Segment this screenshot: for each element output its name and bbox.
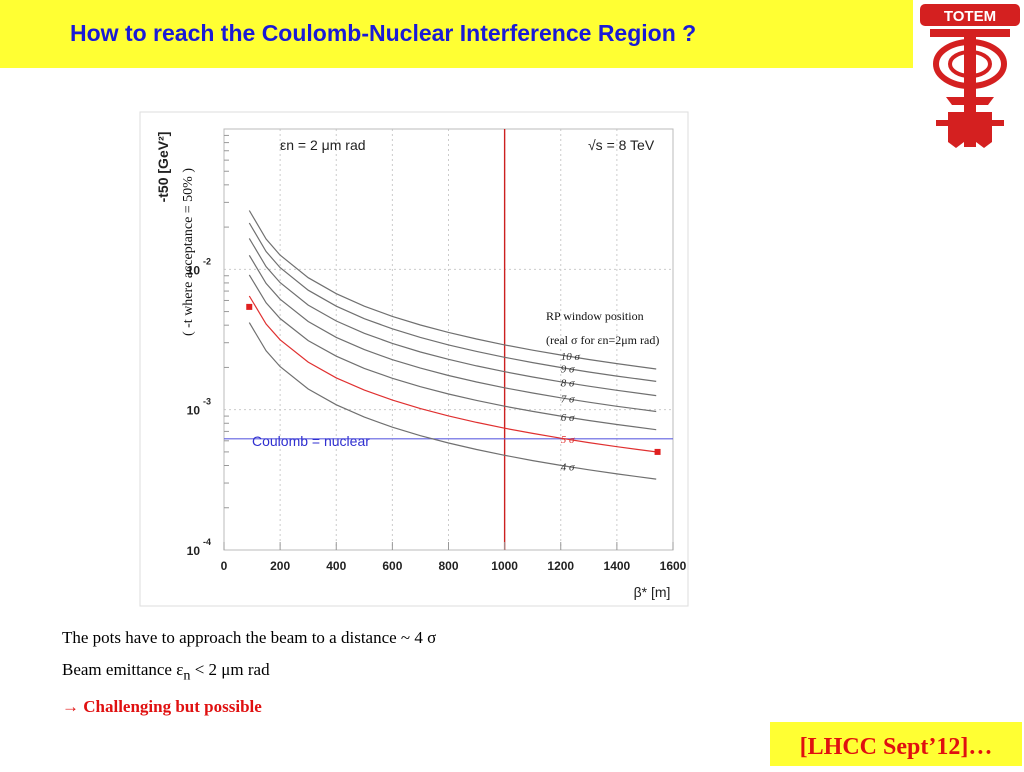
bullet-conclusion: → Challenging but possible (62, 697, 262, 717)
emittance-label: εn = 2 μm rad (280, 137, 366, 153)
logo-tick-left (936, 120, 948, 126)
x-tick-label: 400 (326, 559, 346, 573)
x-axis-title: β* [m] (634, 584, 671, 600)
y-tick-label: 10 (187, 263, 201, 277)
chart-frame (139, 111, 689, 607)
rp-window-title: RP window position (546, 309, 644, 323)
curves (246, 210, 661, 480)
x-tick-label: 1200 (547, 559, 574, 573)
curve-8sigma (248, 238, 657, 397)
bullet-list: The pots have to approach the beam to a … (62, 622, 436, 723)
energy-label: √s = 8 TeV (588, 137, 655, 153)
curve-label: 7 σ (561, 394, 575, 406)
curve-6sigma (248, 274, 657, 431)
logo-text: TOTEM (944, 8, 996, 25)
x-tick-label: 200 (270, 559, 290, 573)
x-tick-label: 1600 (660, 559, 687, 573)
slide-title: How to reach the Coulomb-Nuclear Interfe… (70, 20, 697, 46)
bullet-emittance: Beam emittance εn < 2 μm rad (62, 660, 270, 684)
reference-lines (224, 129, 673, 550)
logo-bar-mid (946, 97, 994, 105)
logo-ring-outer (933, 39, 1007, 89)
rp-window-subtitle: (real σ for εn=2μm rad) (546, 333, 659, 347)
logo-banner (920, 4, 1020, 26)
y-tick-exponent: -2 (203, 256, 211, 266)
curve-label: 5 σ (561, 434, 575, 446)
reference-box: [LHCC Sept’12]… (770, 722, 1022, 766)
title-bar: How to reach the Coulomb-Nuclear Interfe… (0, 0, 913, 68)
y-tick-label: 10 (187, 544, 201, 558)
x-tick-label: 800 (438, 559, 458, 573)
curve-5sigma (248, 295, 657, 453)
curve-label: 6 σ (561, 412, 575, 424)
curve-9sigma (248, 222, 657, 382)
x-tick-label: 1400 (604, 559, 631, 573)
y-tick-label: 10 (187, 404, 201, 418)
curve-7sigma (248, 254, 657, 413)
logo-leg-left (948, 112, 964, 148)
y-axis-note: ( -t where acceptance = 50% ) (181, 168, 196, 336)
y-axis-title: -t50 [GeV²] (155, 132, 171, 203)
x-tick-label: 0 (221, 559, 228, 573)
logo-bar-top (930, 29, 1010, 37)
curve-4sigma (248, 322, 657, 480)
end-marker (654, 448, 661, 455)
x-tick-label: 1000 (491, 559, 518, 573)
x-tick-label: 600 (382, 559, 402, 573)
logo-tick-right (992, 120, 1004, 126)
curve-label: 8 σ (561, 378, 575, 390)
coulomb-label: Coulomb = nuclear (252, 433, 370, 449)
curve-10sigma (248, 210, 657, 370)
curve-label: 4 σ (561, 461, 575, 473)
totem-logo: TOTEM (920, 4, 1020, 148)
bullet-distance: The pots have to approach the beam to a … (62, 628, 437, 647)
logo-leg-right (976, 112, 992, 148)
axis-ticks: 0 200 400 600 800 1000 1200 1400 160010-210-310-… (187, 134, 687, 573)
y-tick-exponent: -4 (203, 537, 211, 547)
chart-labels: 10 σ9 σ 8 σ 7 σ 6 σ 5 σ 4 σ εn = 2 μm rad √s = … (155, 132, 670, 600)
curve-label: 10 σ (561, 351, 581, 363)
end-marker (246, 303, 253, 310)
arrow-icon: → (62, 697, 79, 717)
y-tick-exponent: -3 (203, 397, 211, 407)
logo-stem (964, 37, 976, 147)
curve-label: 9 σ (561, 363, 575, 375)
logo-ring-inner (948, 50, 992, 78)
